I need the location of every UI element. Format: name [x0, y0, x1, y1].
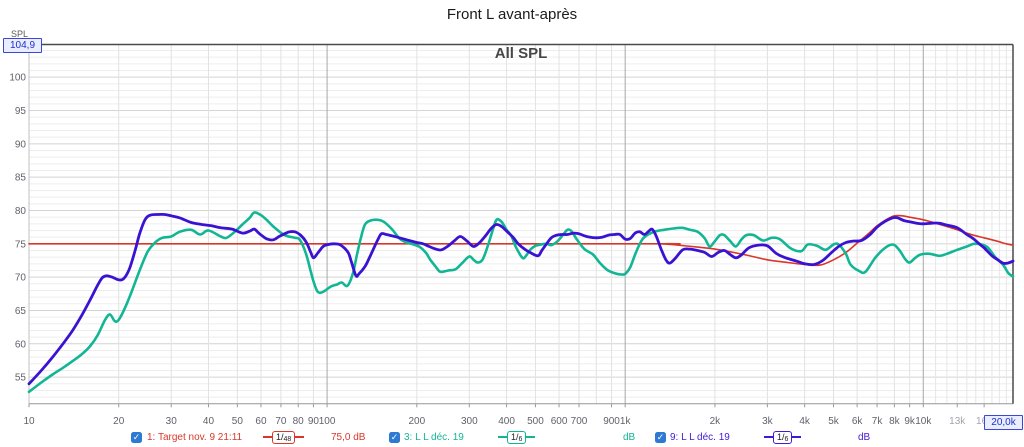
x-tick-label: 400 [498, 416, 515, 427]
y-tick-label: 65 [15, 306, 27, 317]
x-tick-label: 13k [949, 416, 966, 427]
y-axis-max-input[interactable]: 104,9 [3, 38, 42, 53]
x-tick-label: 200 [408, 416, 425, 427]
x-tick-label: 2k [710, 416, 722, 427]
y-tick-label: 95 [15, 106, 27, 117]
x-tick-label: 7k [872, 416, 884, 427]
legend-level-2: dB [623, 431, 636, 443]
x-tick-label: 500 [527, 416, 544, 427]
smoothing-value: 1/6 [773, 430, 793, 444]
x-tick-label: 8k [889, 416, 901, 427]
legend-level-1: 75,0 dB [331, 431, 366, 443]
checkbox-check-icon: ✓ [655, 431, 666, 443]
x-tick-label: 10 [23, 416, 35, 427]
page-title: Front L avant-après [446, 6, 578, 23]
legend-label-1[interactable]: 1: Target nov. 9 21:11 [147, 431, 243, 443]
y-tick-label: 60 [15, 339, 27, 350]
x-tick-label: 20 [113, 416, 125, 427]
smoothing-widget-2[interactable]: 1/6 [498, 429, 536, 445]
x-tick-label: 50 [232, 416, 244, 427]
checkbox-check-icon: ✓ [131, 431, 142, 443]
smoothing-line-right [295, 436, 305, 438]
legend-label-3[interactable]: 9: L L déc. 19 [670, 431, 730, 443]
smoothing-line-left [263, 436, 272, 438]
trace-target [28, 214, 1014, 267]
x-tick-label: 100 [319, 416, 336, 427]
legend-checkbox-1[interactable]: ✓ [131, 429, 142, 445]
smoothing-widget-1[interactable]: 1/48 [263, 429, 305, 445]
x-tick-label: 300 [461, 416, 478, 427]
y-tick-label: 90 [15, 139, 27, 150]
x-tick-label: 80 [293, 416, 305, 427]
x-tick-label: 6k [852, 416, 864, 427]
y-tick-label: 80 [15, 206, 27, 217]
x-tick-label: 40 [203, 416, 215, 427]
legend-label-2[interactable]: 3: L L déc. 19 [404, 431, 464, 443]
smoothing-line-right [526, 436, 536, 438]
x-tick-label: 60 [255, 416, 267, 427]
x-tick-label: 90 [308, 416, 320, 427]
trace-blue [27, 212, 1015, 386]
x-tick-label: 900 [603, 416, 620, 427]
smoothing-line-left [764, 436, 773, 438]
y-tick-label: 85 [15, 173, 27, 184]
legend-level-3: dB [858, 431, 871, 443]
checkbox-check-icon: ✓ [389, 431, 400, 443]
smoothing-value: 1/48 [272, 430, 296, 444]
x-tick-label: 70 [275, 416, 287, 427]
x-tick-label: 4k [799, 416, 811, 427]
y-tick-label: 100 [9, 73, 26, 84]
legend-checkbox-3[interactable]: ✓ [655, 429, 666, 445]
x-tick-label: 600 [551, 416, 568, 427]
smoothing-widget-3[interactable]: 1/6 [764, 429, 802, 445]
y-tick-label: 75 [15, 239, 27, 250]
x-tick-label: 5k [828, 416, 840, 427]
x-tick-label: 30 [166, 416, 178, 427]
x-tick-label: 700 [571, 416, 588, 427]
y-axis-name: SPL [11, 29, 29, 39]
x-tick-label: 10k [915, 416, 932, 427]
smoothing-value: 1/6 [507, 430, 527, 444]
chart-title: All SPL [494, 45, 548, 62]
x-axis-max-input[interactable]: 20,0k [984, 415, 1023, 430]
legend-checkbox-2[interactable]: ✓ [389, 429, 400, 445]
y-tick-label: 70 [15, 273, 27, 284]
smoothing-line-left [498, 436, 507, 438]
x-tick-label: 9k [904, 416, 916, 427]
smoothing-line-right [792, 436, 802, 438]
x-tick-label: 3k [762, 416, 774, 427]
legend-bar: ✓ 1: Target nov. 9 21:11 1/48 75,0 dB ✓ 3: L … [0, 429, 1024, 447]
trace-teal [27, 211, 1015, 394]
x-tick-label: 1k [620, 416, 632, 427]
y-tick-label: 55 [15, 373, 27, 384]
